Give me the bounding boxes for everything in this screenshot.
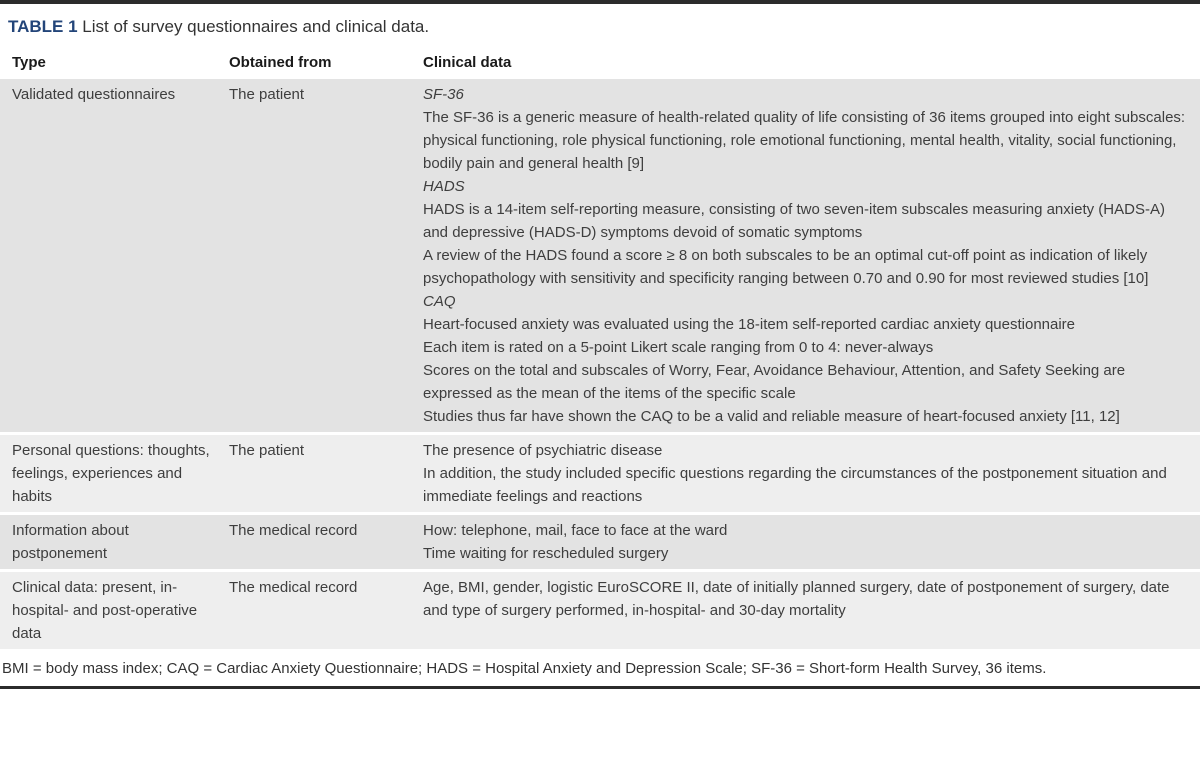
clinical-data-paragraph: The presence of psychiatric disease (423, 442, 663, 459)
clinical-data-paragraph: Time waiting for rescheduled surgery (423, 545, 669, 562)
survey-table: Type Obtained from Clinical data Validat… (0, 48, 1200, 652)
clinical-data-paragraph: Heart-focused anxiety was evaluated usin… (423, 316, 1076, 333)
cell-obtained-from: The medical record (229, 579, 358, 596)
table-label: TABLE 1 (8, 17, 78, 36)
clinical-data-paragraph: A review of the HADS found a score ≥ 8 o… (423, 247, 1149, 287)
questionnaire-name: SF-36 (423, 86, 464, 103)
cell-clinical-data: SF-36 The SF-36 is a generic measure of h… (423, 79, 1200, 434)
clinical-data-paragraph: Scores on the total and subscales of Wor… (423, 362, 1126, 402)
cell-obtained-from: The patient (229, 442, 305, 459)
top-rule (0, 0, 1200, 4)
cell-obtained-from: The medical record (229, 522, 358, 539)
cell-clinical-data: The presence of psychiatric disease In ad… (423, 434, 1200, 514)
cell-type: Validated questionnaires (12, 86, 176, 103)
questionnaire-name: CAQ (423, 293, 456, 310)
clinical-data-paragraph: Studies thus far have shown the CAQ to b… (423, 408, 1120, 425)
table-row: Information about postponement The medica… (0, 513, 1200, 571)
cell-type: Personal questions: thoughts, feelings, … (12, 442, 210, 505)
table-caption: TABLE 1 List of survey questionnaires an… (8, 16, 1190, 38)
cell-obtained-from: The patient (229, 86, 305, 103)
cell-type: Information about postponement (12, 522, 129, 562)
clinical-data-paragraph: HADS is a 14-item self-reporting measure… (423, 201, 1165, 241)
questionnaire-name: HADS (423, 178, 465, 195)
column-header-obtained-from: Obtained from (229, 48, 423, 79)
table-row: Validated questionnaires The patient SF-36… (0, 79, 1200, 434)
clinical-data-paragraph: Each item is rated on a 5-point Likert s… (423, 339, 934, 356)
clinical-data-paragraph: The SF-36 is a generic measure of health… (423, 109, 1186, 172)
column-header-clinical-data: Clinical data (423, 48, 1200, 79)
clinical-data-paragraph: Age, BMI, gender, logistic EuroSCORE II,… (423, 579, 1170, 619)
clinical-data-paragraph: How: telephone, mail, face to face at th… (423, 522, 728, 539)
bottom-rule (0, 686, 1200, 689)
table-row: Clinical data: present, in-hospital- and… (0, 570, 1200, 651)
table-footnote: BMI = body mass index; CAQ = Cardiac Anx… (2, 660, 1047, 677)
header-row: Type Obtained from Clinical data (0, 48, 1200, 79)
cell-clinical-data: Age, BMI, gender, logistic EuroSCORE II,… (423, 571, 1200, 651)
table-row: Personal questions: thoughts, feelings, … (0, 433, 1200, 514)
column-header-type: Type (0, 48, 229, 79)
table-title: List of survey questionnaires and clinic… (77, 17, 430, 36)
clinical-data-paragraph: In addition, the study included specific… (423, 465, 1167, 505)
cell-type: Clinical data: present, in-hospital- and… (12, 579, 198, 642)
cell-clinical-data: How: telephone, mail, face to face at th… (423, 514, 1200, 571)
